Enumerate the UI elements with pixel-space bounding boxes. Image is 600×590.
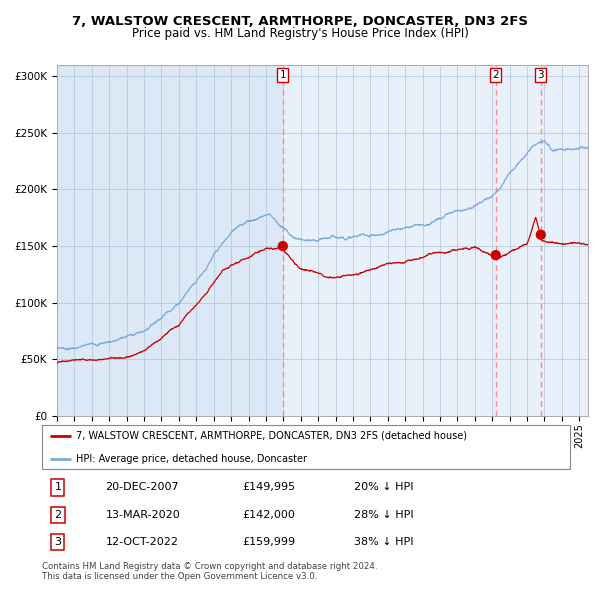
Text: HPI: Average price, detached house, Doncaster: HPI: Average price, detached house, Donc…	[76, 454, 307, 464]
Text: Contains HM Land Registry data © Crown copyright and database right 2024.
This d: Contains HM Land Registry data © Crown c…	[42, 562, 377, 581]
Point	[278, 241, 287, 251]
Text: 7, WALSTOW CRESCENT, ARMTHORPE, DONCASTER, DN3 2FS (detached house): 7, WALSTOW CRESCENT, ARMTHORPE, DONCASTE…	[76, 431, 467, 441]
Text: 7, WALSTOW CRESCENT, ARMTHORPE, DONCASTER, DN3 2FS: 7, WALSTOW CRESCENT, ARMTHORPE, DONCASTE…	[72, 15, 528, 28]
Text: 2: 2	[54, 510, 61, 520]
Text: 12-OCT-2022: 12-OCT-2022	[106, 537, 178, 547]
Point	[491, 250, 500, 260]
Text: 13-MAR-2020: 13-MAR-2020	[106, 510, 180, 520]
Text: 28% ↓ HPI: 28% ↓ HPI	[353, 510, 413, 520]
Text: 3: 3	[538, 70, 544, 80]
Text: 38% ↓ HPI: 38% ↓ HPI	[353, 537, 413, 547]
Text: 20-DEC-2007: 20-DEC-2007	[106, 483, 179, 493]
Bar	[283, 65, 588, 416]
Text: £159,999: £159,999	[242, 537, 296, 547]
Text: £149,995: £149,995	[242, 483, 296, 493]
Text: Price paid vs. HM Land Registry's House Price Index (HPI): Price paid vs. HM Land Registry's House …	[131, 27, 469, 40]
Text: 1: 1	[55, 483, 61, 493]
Text: 2: 2	[493, 70, 499, 80]
Text: 1: 1	[280, 70, 286, 80]
Text: 3: 3	[55, 537, 61, 547]
Text: £142,000: £142,000	[242, 510, 296, 520]
Text: 20% ↓ HPI: 20% ↓ HPI	[353, 483, 413, 493]
Point	[536, 230, 545, 240]
FancyBboxPatch shape	[42, 425, 570, 469]
